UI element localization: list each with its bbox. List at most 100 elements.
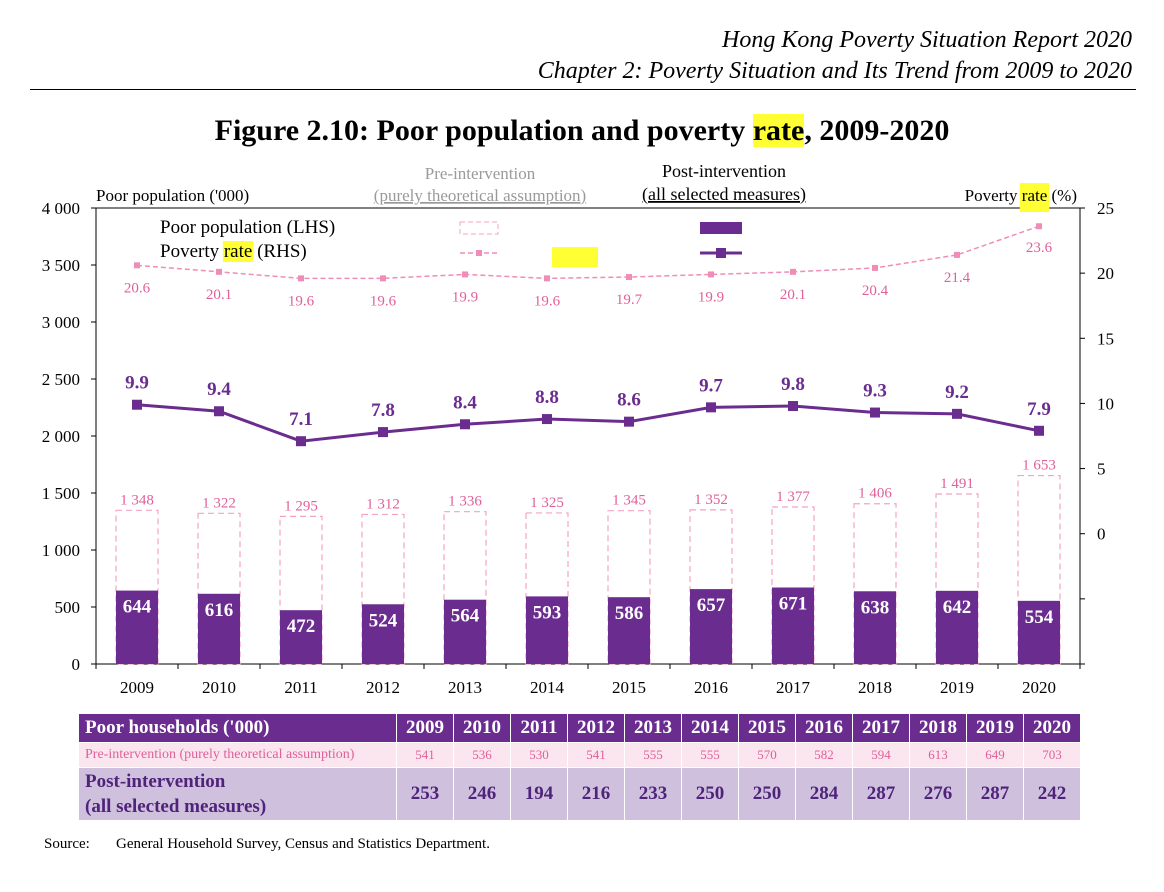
line-pre-point: [544, 275, 550, 282]
table-year-cell: 2011: [510, 713, 568, 743]
line-post-label: 9.4: [207, 379, 231, 400]
legend-rate-label: Poverty rate (RHS): [160, 241, 307, 262]
bar-post-label: 642: [943, 597, 972, 618]
line-post-label: 7.9: [1027, 399, 1051, 420]
legend-rate-part: Poverty: [160, 241, 224, 262]
line-post-point: [460, 419, 470, 430]
bar-post: [854, 591, 896, 664]
line-post-label: 8.4: [453, 392, 477, 413]
bar-pre-label: 1 325: [530, 495, 564, 511]
line-post-point: [296, 436, 306, 447]
bar-pre-label: 1 352: [694, 492, 728, 508]
line-pre-label: 19.6: [370, 293, 397, 309]
y-right-tick-label: 25: [1097, 199, 1114, 218]
households-pre-label: Pre-intervention (purely theoretical ass…: [78, 742, 397, 768]
axis-ticks: 0 500 1 000 1 500 2 000 2 500 3 000 3 500 4 000 0…: [42, 199, 1114, 674]
line-pre-point: [626, 274, 632, 281]
y-left-tick-label: 3 500: [42, 256, 80, 275]
line-post-point: [624, 416, 634, 427]
bar-post-label: 671: [779, 594, 808, 615]
y-left-tick-label: 4 000: [42, 199, 80, 218]
bar-post: [116, 590, 158, 664]
line-post-label: 9.2: [945, 382, 969, 403]
line-pre-point: [954, 251, 960, 258]
legend-pre-subheading: (purely theoretical assumption): [374, 186, 586, 205]
table-post-cell: 284: [795, 767, 853, 821]
bar-post-label: 593: [533, 602, 562, 623]
legend-rate-part: (RHS): [252, 241, 306, 262]
bar-post-label: 554: [1025, 607, 1054, 628]
chapter-title: Chapter 2: Poverty Situation and Its Tre…: [537, 58, 1132, 84]
poverty-chart: Poor population ('000) Poverty rate (%) …: [42, 161, 1114, 697]
table-year-cell: 2010: [453, 713, 511, 743]
line-pre-point: [1036, 223, 1042, 230]
line-pre-label: 19.6: [534, 293, 561, 309]
legend-population-label: Poor population (LHS): [160, 217, 335, 238]
bar-pre: [115, 509, 159, 665]
table-year-cell: 2018: [909, 713, 967, 743]
table-pre-cell: 649: [966, 742, 1024, 768]
bar-post: [198, 593, 240, 664]
line-pre-label: 21.4: [944, 270, 971, 286]
x-tick-label: 2015: [612, 678, 646, 697]
header-rule: [30, 89, 1136, 90]
figure-title-text: Figure 2.10: Poor population and poverty: [214, 114, 753, 147]
table-post-cell: 276: [909, 767, 967, 821]
table-year-cell: 2009: [396, 713, 454, 743]
line-pre-label: 20.1: [780, 287, 806, 303]
line-post-label: 9.9: [125, 373, 149, 394]
line-pre-point: [216, 268, 222, 275]
line-post-label: 9.3: [863, 381, 887, 402]
bar-pre-label: 1 491: [940, 476, 974, 492]
bar-pre-label: 1 377: [776, 489, 810, 505]
line-pre-point: [872, 264, 878, 271]
bar-post-label: 657: [697, 595, 726, 616]
y-right-title-highlight-mark: [1019, 183, 1050, 212]
x-tick-label: 2019: [940, 678, 974, 697]
households-header: Poor households ('000): [78, 713, 397, 743]
y-left-tick-label: 1 000: [42, 541, 80, 560]
legend-pre-heading: Pre-intervention: [425, 164, 536, 183]
bar-pre-label: 1 336: [448, 494, 482, 510]
table-year-cell: 2013: [624, 713, 682, 743]
highlight-mark: [552, 247, 598, 267]
y-left-tick-label: 2 500: [42, 370, 80, 389]
table-year-cell: 2020: [1023, 713, 1081, 743]
line-pre-intervention: 20.6 20.1 19.6 19.6 19.9 19.6 19.7 19.9 20.1 20.4…: [124, 223, 1053, 309]
line-post-point: [706, 402, 716, 413]
line-pre-label: 20.4: [862, 283, 889, 299]
legend-pre-bar-swatch: [459, 221, 499, 235]
table-post-cell: 253: [396, 767, 454, 821]
figure-title: Figure 2.10: Poor population and poverty…: [0, 114, 1164, 148]
line-pre-label: 23.6: [1026, 240, 1053, 256]
households-post-label-line1: Post-intervention: [85, 771, 226, 792]
y-left-tick-label: 3 000: [42, 313, 80, 332]
households-post-row: Post-intervention (all selected measures)…: [78, 767, 1081, 821]
bar-pre-label: 1 295: [284, 498, 318, 514]
table-post-cell: 216: [567, 767, 625, 821]
bar-post-label: 564: [451, 606, 480, 627]
line-pre-path: [136, 225, 1040, 280]
households-post-label-line2: (all selected measures): [85, 796, 267, 817]
table-post-cell: 250: [738, 767, 796, 821]
figure-title-suffix: , 2009-2020: [804, 114, 950, 147]
chart-axes: Poor population ('000) Poverty rate (%): [95, 183, 1081, 665]
line-post-intervention: 9.9 9.4 7.1 7.8 8.4 8.8 8.6 9.7 9.8 9.3 9.2 7.9: [125, 373, 1051, 447]
line-pre-point: [380, 275, 386, 282]
x-tick-label: 2012: [366, 678, 400, 697]
legend-rate-highlight: rate: [224, 241, 252, 262]
x-tick-label: 2009: [120, 678, 154, 697]
x-tick-label: 2016: [694, 678, 728, 697]
bar-post-label: 524: [369, 610, 398, 631]
line-pre-label: 19.7: [616, 292, 643, 308]
y-right-tick-label: 20: [1097, 264, 1114, 283]
legend-rate-highlight-mark: [222, 241, 254, 262]
table-post-cell: 194: [510, 767, 568, 821]
bars-post-intervention: 644 616 472 524 564 593 586 657 671 638 642 554: [116, 587, 1060, 664]
table-pre-cell: 594: [852, 742, 910, 768]
table-pre-cell: 613: [909, 742, 967, 768]
table-post-cell: 250: [681, 767, 739, 821]
line-post-point: [788, 401, 798, 412]
bar-pre-label: 1 312: [366, 496, 400, 512]
line-post-label: 7.8: [371, 400, 395, 421]
